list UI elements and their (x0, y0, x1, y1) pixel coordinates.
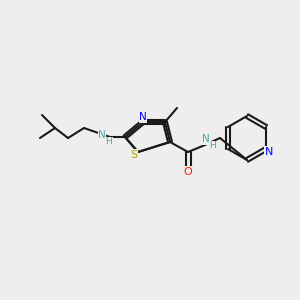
Text: N: N (265, 147, 273, 157)
Text: N: N (98, 130, 106, 140)
Text: S: S (130, 150, 138, 160)
Text: H: H (106, 137, 112, 146)
Text: O: O (184, 167, 192, 177)
Text: H: H (210, 142, 216, 151)
Text: N: N (139, 112, 147, 122)
Text: N: N (202, 134, 210, 144)
